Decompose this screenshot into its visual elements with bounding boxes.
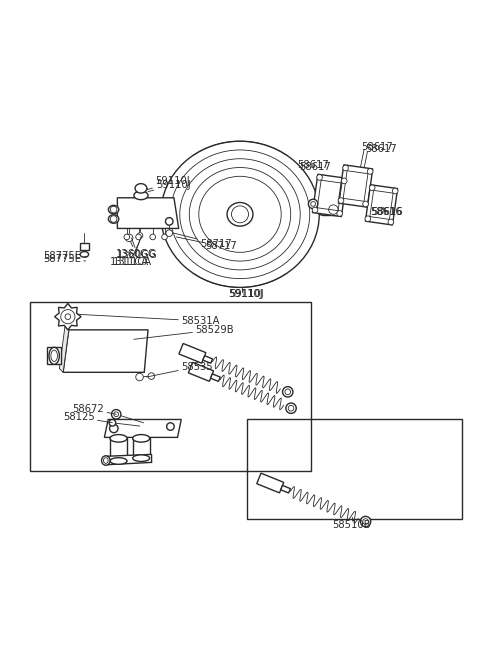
Polygon shape: [179, 343, 206, 363]
Circle shape: [311, 202, 315, 206]
Text: 58617: 58617: [365, 144, 397, 154]
Bar: [30, 301, 311, 472]
Text: 58717: 58717: [174, 233, 232, 248]
Circle shape: [343, 165, 348, 171]
Circle shape: [125, 234, 133, 242]
Circle shape: [109, 419, 116, 426]
Circle shape: [363, 519, 369, 525]
Circle shape: [283, 386, 293, 397]
Polygon shape: [312, 174, 347, 217]
Text: 58125: 58125: [63, 412, 112, 422]
Text: 58535: 58535: [146, 362, 213, 377]
Polygon shape: [188, 362, 214, 381]
Circle shape: [308, 199, 318, 209]
Polygon shape: [211, 374, 220, 381]
Circle shape: [111, 409, 121, 419]
Polygon shape: [107, 455, 152, 465]
Text: 58529B: 58529B: [134, 325, 234, 339]
Text: 58617: 58617: [297, 160, 329, 170]
Circle shape: [360, 516, 371, 527]
Text: 58616: 58616: [371, 207, 403, 217]
Ellipse shape: [161, 141, 319, 288]
Circle shape: [365, 216, 371, 221]
Circle shape: [329, 205, 338, 214]
Polygon shape: [203, 356, 213, 364]
Text: 58616: 58616: [370, 207, 401, 217]
Circle shape: [337, 211, 342, 216]
Circle shape: [317, 175, 323, 180]
Ellipse shape: [135, 183, 147, 193]
Circle shape: [388, 219, 394, 225]
Polygon shape: [365, 185, 397, 225]
Circle shape: [162, 234, 168, 240]
Ellipse shape: [132, 455, 150, 462]
Circle shape: [114, 412, 119, 417]
Circle shape: [341, 178, 347, 183]
Ellipse shape: [110, 434, 127, 442]
Ellipse shape: [317, 204, 331, 215]
Polygon shape: [118, 198, 179, 229]
Circle shape: [312, 207, 318, 213]
Bar: [47, 347, 61, 364]
Circle shape: [363, 201, 369, 207]
Ellipse shape: [134, 191, 148, 200]
Text: 58531A: 58531A: [77, 314, 219, 326]
Text: 58672: 58672: [72, 403, 116, 414]
Text: 59110J: 59110J: [229, 290, 264, 299]
Text: 58717: 58717: [176, 237, 237, 252]
Text: 58775E: 58775E: [43, 254, 86, 264]
Circle shape: [61, 310, 75, 324]
Ellipse shape: [49, 347, 60, 364]
Circle shape: [167, 422, 174, 430]
Circle shape: [369, 185, 375, 191]
Circle shape: [285, 389, 290, 395]
Polygon shape: [281, 485, 290, 493]
Text: 58617: 58617: [361, 142, 393, 152]
Text: 59110J: 59110J: [147, 176, 190, 190]
Ellipse shape: [108, 205, 119, 214]
Circle shape: [338, 198, 344, 204]
Circle shape: [110, 215, 117, 222]
Circle shape: [110, 206, 117, 213]
Circle shape: [65, 314, 71, 320]
Circle shape: [288, 405, 294, 411]
Text: 58617: 58617: [299, 162, 331, 172]
Ellipse shape: [227, 202, 253, 226]
Circle shape: [367, 168, 373, 174]
Circle shape: [137, 233, 143, 238]
Circle shape: [109, 424, 118, 433]
Text: 58510B: 58510B: [333, 519, 371, 530]
Ellipse shape: [108, 215, 119, 223]
Circle shape: [136, 234, 142, 240]
Bar: [80, 242, 89, 250]
Circle shape: [148, 373, 155, 379]
Text: 58775E: 58775E: [43, 252, 87, 261]
Circle shape: [124, 234, 130, 240]
Circle shape: [136, 373, 144, 381]
Ellipse shape: [102, 456, 110, 465]
Text: 59110J: 59110J: [228, 289, 264, 299]
Text: 1360GG: 1360GG: [118, 238, 158, 260]
Polygon shape: [55, 303, 81, 330]
Polygon shape: [60, 326, 69, 372]
Circle shape: [166, 217, 173, 225]
Circle shape: [286, 403, 296, 413]
Ellipse shape: [110, 458, 127, 464]
Circle shape: [392, 188, 398, 194]
Polygon shape: [257, 473, 284, 493]
Text: 59110J: 59110J: [148, 179, 191, 192]
Text: 1360GG: 1360GG: [116, 242, 156, 259]
Ellipse shape: [132, 434, 150, 442]
Bar: [247, 419, 462, 519]
Text: 1311CA: 1311CA: [110, 240, 149, 267]
Circle shape: [166, 230, 172, 236]
Polygon shape: [338, 165, 373, 207]
Circle shape: [231, 206, 249, 223]
Ellipse shape: [80, 252, 89, 257]
Polygon shape: [104, 419, 181, 438]
Circle shape: [150, 234, 156, 240]
Polygon shape: [63, 330, 148, 372]
Text: 1311CA: 1311CA: [113, 237, 152, 267]
